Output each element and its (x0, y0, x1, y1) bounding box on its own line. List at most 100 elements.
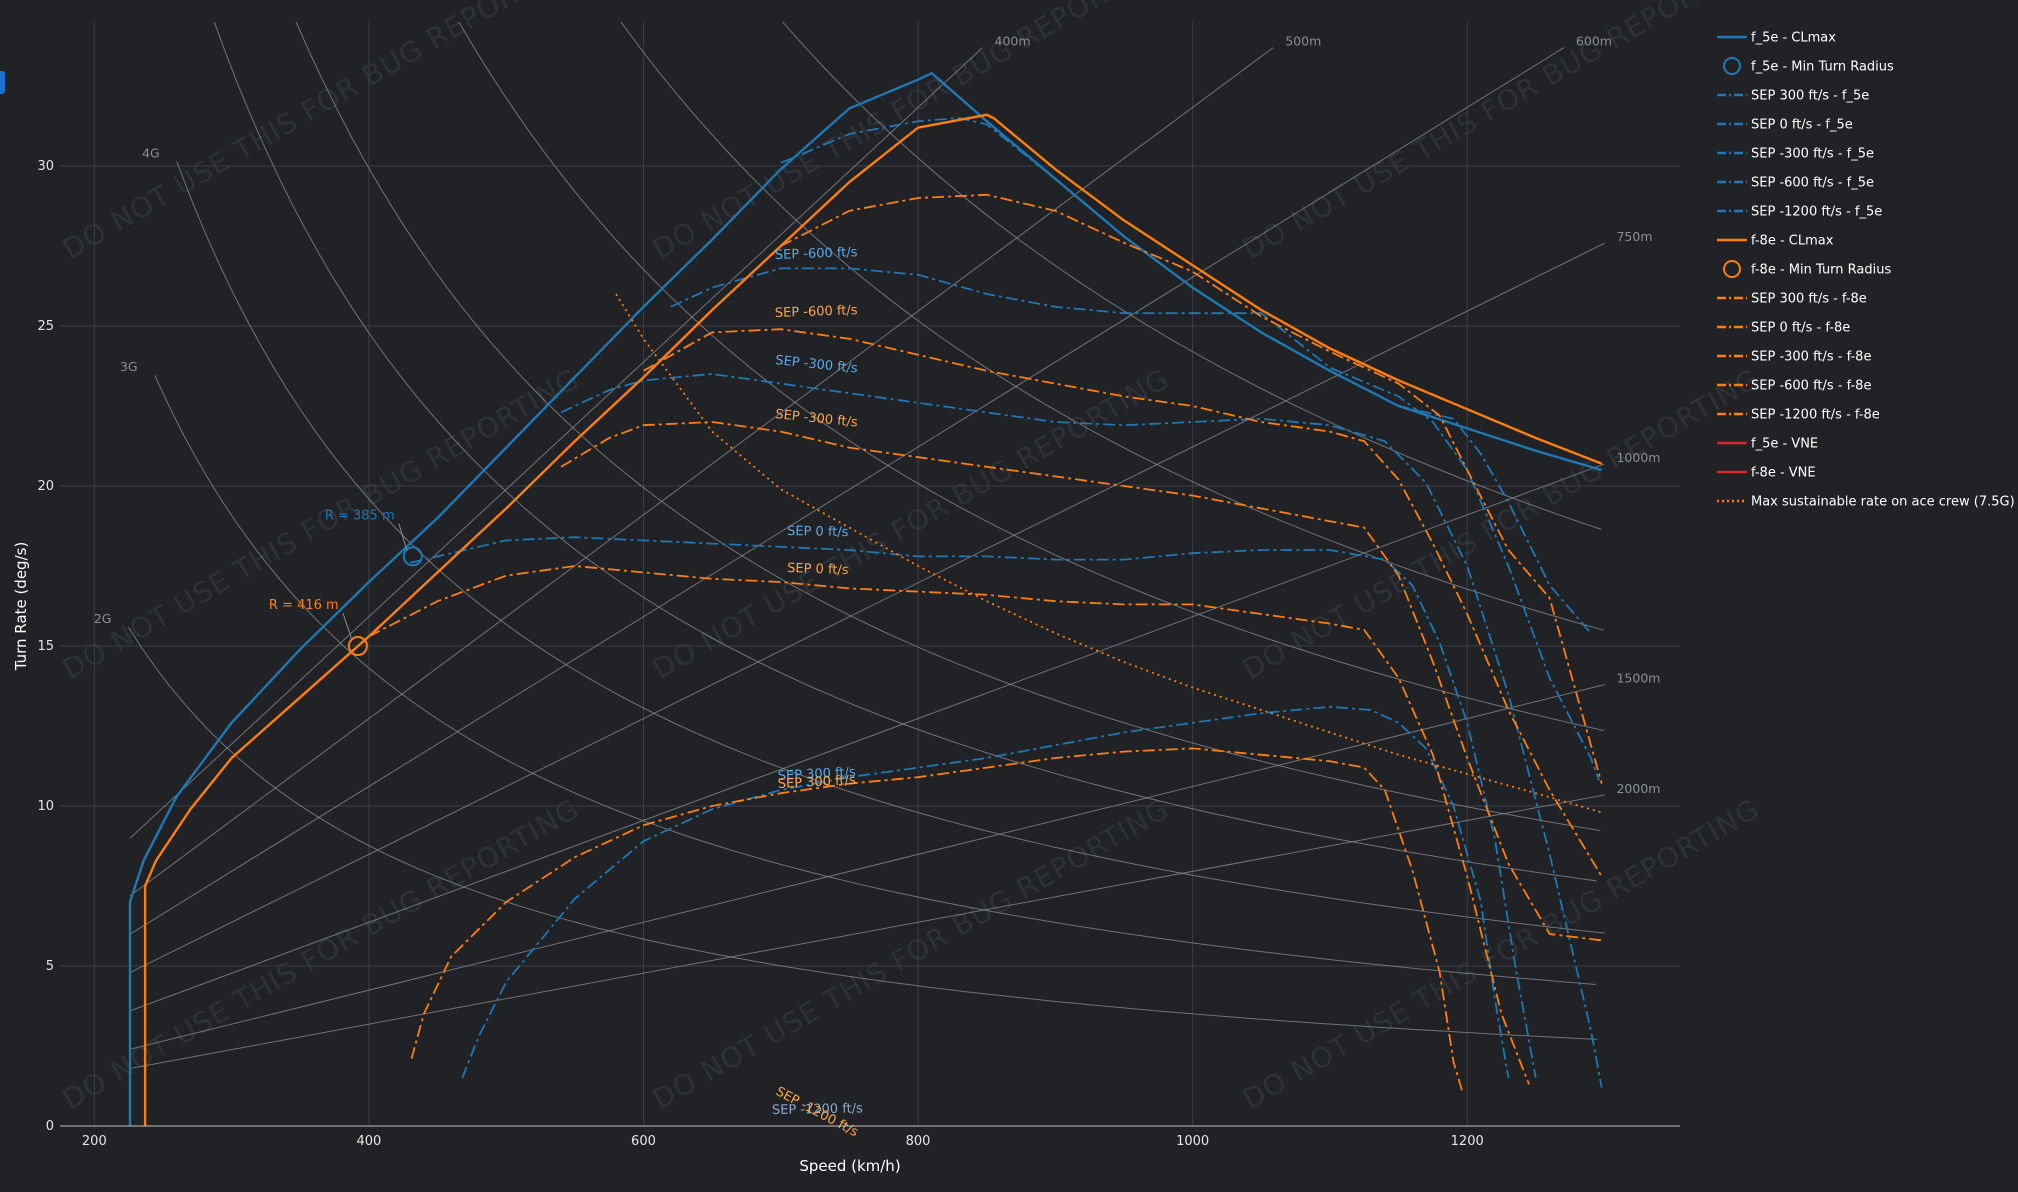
legend-label: SEP -300 ft/s - f-8e (1751, 350, 1871, 365)
legend-label: f_5e - Min Turn Radius (1751, 60, 1894, 75)
x-tick-label: 200 (82, 1134, 107, 1149)
y-tick-label: 0 (46, 1119, 54, 1134)
sep-curve-label: SEP -300 ft/s (775, 353, 859, 377)
x-tick-label: 1000 (1176, 1134, 1209, 1149)
legend-item: f_5e - VNE (1717, 437, 1818, 452)
min-turn-radius-marker (347, 636, 368, 656)
legend-item: SEP -300 ft/s - f-8e (1717, 350, 1871, 365)
legend-item: SEP 0 ft/s - f_5e (1717, 118, 1853, 133)
legend-label: f-8e - CLmax (1751, 234, 1834, 249)
panel-collapse-tab[interactable] (0, 71, 5, 94)
legend-label: Max sustainable rate on ace crew (7.5G) (1751, 495, 2015, 510)
legend-item: f_5e - Min Turn Radius (1723, 57, 1894, 75)
series-line (670, 267, 1600, 781)
sep-curve-label: SEP 300 ft/s (777, 765, 856, 784)
watermark-text: DO NOT USE THIS FOR BUG REPORTING (57, 362, 585, 686)
series-layer (128, 71, 1603, 1126)
series-line (780, 117, 1592, 634)
turn-radius-label: 600m (1576, 34, 1612, 49)
x-tick-label: 400 (356, 1134, 381, 1149)
legend-label: f_5e - VNE (1751, 437, 1818, 452)
g-load-line (295, 22, 1601, 832)
sep-curve-label: SEP -600 ft/s (775, 303, 858, 321)
legend-item: SEP -1200 ft/s - f-8e (1717, 408, 1880, 423)
watermark-text: DO NOT USE THIS FOR BUG REPORTING (647, 362, 1175, 686)
g-load-line (213, 22, 1597, 882)
g-load-label: 2G (94, 611, 112, 626)
watermark-text: DO NOT USE THIS FOR BUG REPORTING (1237, 792, 1765, 1116)
x-tick-label: 600 (631, 1134, 656, 1149)
watermark-text: DO NOT USE THIS FOR BUG REPORTING (1237, 362, 1765, 686)
legend-label: SEP 300 ft/s - f_5e (1751, 89, 1869, 104)
series-line (643, 328, 1603, 877)
annotation-arrow (398, 523, 408, 551)
y-tick-label: 30 (37, 159, 54, 174)
legend-item: f-8e - VNE (1717, 466, 1816, 481)
turn-radius-label: 500m (1285, 34, 1321, 49)
x-axis-title: Speed (km/h) (799, 1157, 900, 1175)
g-load-line (782, 22, 1602, 530)
turn-radius-label: 2000m (1616, 781, 1660, 796)
legend: f_5e - CLmax f_5e - Min Turn Radius SEP 30… (1717, 31, 2015, 510)
y-tick-label: 5 (46, 959, 54, 974)
legend-item: SEP 300 ft/s - f-8e (1717, 292, 1867, 307)
min-turn-radius-label: R = 385 m (325, 508, 395, 523)
series-line (560, 421, 1602, 942)
legend-item: SEP -300 ft/s - f_5e (1717, 147, 1874, 162)
x-tick-label: 800 (906, 1134, 931, 1149)
legend-label: SEP -600 ft/s - f-8e (1751, 379, 1871, 394)
g-load-line (458, 22, 1605, 732)
min-turn-radius-label: R = 416 m (269, 598, 339, 613)
y-axis-title: Turn Rate (deg/s) (12, 542, 30, 672)
legend-swatch-circle (1723, 260, 1741, 278)
legend-label: SEP -1200 ft/s - f_5e (1751, 205, 1882, 220)
g-load-label: 3G (120, 359, 138, 374)
legend-item: SEP 0 ft/s - f-8e (1717, 321, 1850, 336)
y-tick-label: 10 (37, 799, 54, 814)
turn-radius-line (129, 794, 1605, 1069)
watermark-text: DO NOT USE THIS FOR BUG REPORTING (57, 0, 585, 266)
series-line (615, 293, 1602, 814)
annotation-arrow (342, 612, 353, 641)
legend-item: f_5e - CLmax (1717, 31, 1836, 46)
legend-item: Max sustainable rate on ace crew (7.5G) (1717, 495, 2015, 510)
legend-label: f-8e - VNE (1751, 466, 1816, 481)
g-load-label: 4G (142, 145, 160, 160)
legend-label: SEP 0 ft/s - f-8e (1751, 321, 1850, 336)
turn-radius-label: 750m (1616, 229, 1652, 244)
series-line (780, 193, 1603, 784)
turn-radius-line (129, 47, 1565, 935)
legend-item: SEP -1200 ft/s - f_5e (1717, 205, 1882, 220)
sep-curve-label: SEP -300 ft/s (775, 407, 859, 431)
turn-radius-label: 1500m (1616, 671, 1660, 686)
min-turn-radius-marker (402, 546, 423, 567)
y-tick-label: 25 (37, 319, 54, 334)
guide-labels: 2G3G4G5G6G8G10G12G400m500m600m750m1000m1… (94, 34, 1661, 796)
watermark-layer: DO NOT USE THIS FOR BUG REPORTING DO NOT … (57, 0, 1765, 1116)
legend-item: SEP -600 ft/s - f_5e (1717, 176, 1874, 191)
turn-radius-line (129, 47, 983, 839)
legend-label: f-8e - Min Turn Radius (1751, 263, 1891, 278)
y-tick-label: 20 (37, 479, 54, 494)
turn-radius-label: 400m (995, 34, 1031, 49)
x-tick-label: 1200 (1451, 1134, 1484, 1149)
legend-item: f-8e - CLmax (1717, 234, 1834, 249)
turn-radius-line (129, 47, 1274, 897)
series-line (461, 705, 1510, 1079)
g-load-line (154, 374, 1597, 985)
legend-label: f_5e - CLmax (1751, 31, 1836, 46)
annotation-layer: R = 385 m R = 416 m SEP -600 ft/s SEP -600 … (269, 245, 863, 1140)
sep-curve-label: SEP 0 ft/s (787, 561, 849, 578)
series-line (409, 536, 1537, 1079)
g-load-line (127, 626, 1598, 1040)
legend-item: SEP 300 ft/s - f_5e (1717, 89, 1869, 104)
sep-curve-label: SEP -600 ft/s (775, 245, 858, 263)
legend-label: SEP 300 ft/s - f-8e (1751, 292, 1867, 307)
watermark-text: DO NOT USE THIS FOR BUG REPORTING (647, 792, 1175, 1116)
series-line (368, 565, 1530, 1085)
sep-curve-label: SEP -1200 ft/s (772, 1101, 863, 1118)
turn-radius-line (129, 684, 1605, 1050)
turn-radius-label: 1000m (1616, 450, 1660, 465)
legend-label: SEP 0 ft/s - f_5e (1751, 118, 1853, 133)
